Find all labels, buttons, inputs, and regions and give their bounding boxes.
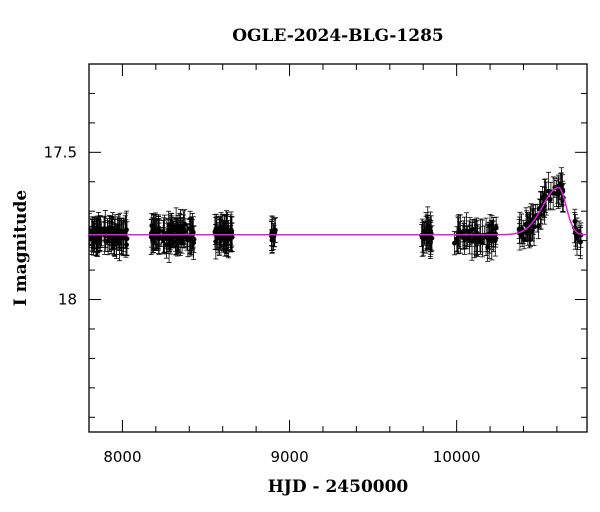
- data-point: [456, 214, 462, 247]
- point-marker: [213, 239, 219, 245]
- data-point: [124, 221, 130, 257]
- plot-frame: [88, 63, 588, 433]
- data-points: [89, 167, 584, 263]
- point-marker: [182, 234, 187, 240]
- point-marker: [528, 229, 534, 235]
- model-curve: [89, 186, 587, 236]
- point-marker: [180, 228, 186, 234]
- point-marker: [107, 228, 113, 234]
- data-point: [107, 216, 113, 246]
- data-point: [223, 222, 229, 252]
- point-marker: [456, 228, 462, 233]
- point-marker: [472, 237, 478, 242]
- point-marker: [169, 222, 175, 228]
- data-point: [122, 215, 128, 249]
- point-marker: [475, 240, 480, 245]
- data-point: [475, 228, 481, 257]
- data-point: [185, 223, 191, 258]
- point-marker: [558, 181, 564, 187]
- x-tick-label: 8000: [103, 448, 141, 466]
- data-point: [478, 218, 484, 255]
- point-marker: [223, 234, 229, 240]
- point-marker: [179, 238, 185, 244]
- x-tick-label: 9000: [270, 448, 308, 466]
- data-point: [216, 219, 222, 256]
- x-axis-label: HJD - 2450000: [268, 477, 409, 497]
- x-tick-label: 10000: [433, 448, 481, 466]
- data-point: [454, 231, 460, 253]
- axis-ticks: [88, 63, 587, 432]
- point-marker: [185, 237, 191, 243]
- y-axis-label: I magnitude: [11, 190, 31, 307]
- point-marker: [89, 236, 95, 242]
- point-marker: [216, 235, 222, 241]
- data-point: [546, 171, 552, 211]
- point-marker: [164, 235, 170, 241]
- chart-title: OGLE-2024-BLG-1285: [232, 26, 444, 46]
- point-marker: [164, 242, 169, 248]
- data-point: [213, 223, 219, 260]
- point-marker: [89, 227, 92, 233]
- data-point: [229, 216, 235, 247]
- point-marker: [427, 228, 433, 234]
- point-marker: [191, 236, 197, 242]
- point-marker: [577, 239, 583, 245]
- data-point: [221, 220, 227, 240]
- data-point: [156, 216, 162, 248]
- point-marker: [547, 197, 553, 202]
- point-marker: [531, 224, 537, 230]
- data-point: [472, 220, 478, 259]
- point-marker: [221, 227, 227, 233]
- data-point: [164, 228, 170, 248]
- data-point: [179, 228, 185, 254]
- data-point: [531, 208, 537, 246]
- point-marker: [101, 226, 107, 232]
- point-marker: [112, 230, 118, 235]
- data-point: [191, 225, 197, 254]
- point-marker: [467, 237, 472, 243]
- point-marker: [519, 233, 525, 239]
- point-marker: [191, 240, 196, 246]
- data-point: [101, 216, 107, 241]
- data-point: [89, 226, 95, 252]
- data-point: [112, 222, 118, 243]
- point-marker: [156, 229, 161, 234]
- data-point: [577, 225, 583, 260]
- data-point: [191, 225, 197, 260]
- point-marker: [182, 221, 188, 227]
- data-point: [467, 225, 473, 255]
- data-point: [117, 224, 123, 262]
- point-marker: [454, 239, 460, 245]
- data-point: [91, 232, 97, 253]
- point-marker: [91, 240, 97, 246]
- point-marker: [470, 226, 476, 232]
- point-marker: [122, 229, 128, 235]
- y-tick-label: 17.5: [44, 143, 77, 161]
- data-point: [182, 225, 188, 249]
- y-tick-label: 18: [58, 291, 77, 309]
- tick-labels: 8000 9000 10000 17.5 18: [44, 143, 481, 466]
- data-point: [427, 211, 433, 250]
- data-point: [424, 226, 430, 249]
- data-point: [89, 212, 92, 248]
- point-marker: [117, 240, 122, 246]
- point-marker: [424, 235, 430, 241]
